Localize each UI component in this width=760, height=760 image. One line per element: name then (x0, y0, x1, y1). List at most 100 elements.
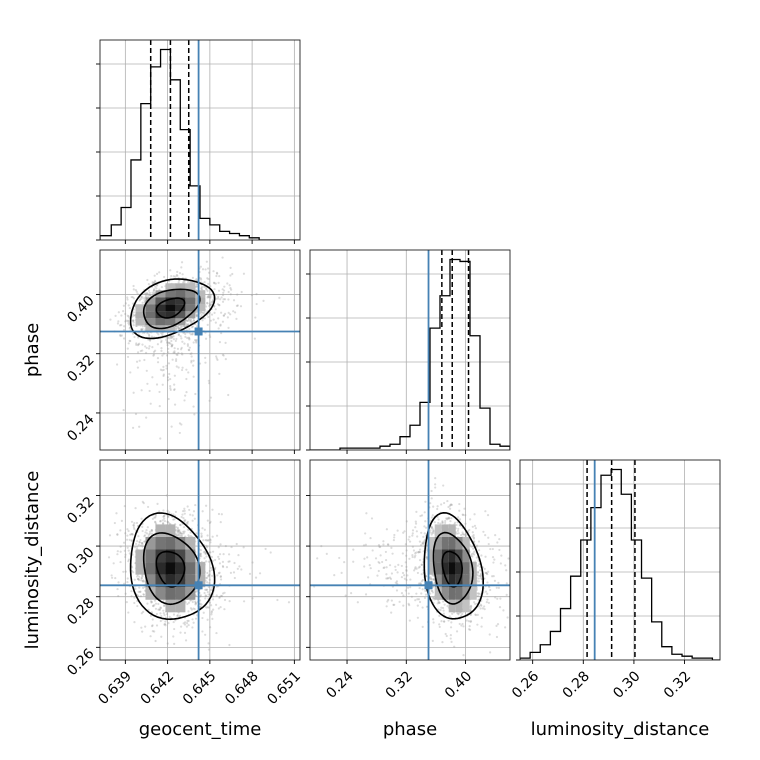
sample-point (152, 605, 155, 608)
sample-point (498, 538, 501, 541)
sample-point (203, 591, 206, 595)
sample-point (200, 532, 203, 535)
histogram-bar (200, 218, 210, 240)
sample-point (180, 261, 184, 264)
density-cell (135, 549, 146, 563)
sample-point (132, 324, 135, 327)
sample-point (141, 630, 144, 633)
density-cell (145, 574, 156, 588)
sample-point (169, 269, 172, 272)
sample-point (408, 557, 411, 560)
sample-point (276, 598, 279, 602)
sample-point (127, 560, 130, 563)
sample-point (201, 319, 204, 322)
sample-point (206, 606, 209, 609)
sample-point (431, 589, 434, 593)
sample-point (188, 508, 191, 512)
sample-point (154, 514, 157, 517)
sample-point (208, 551, 211, 554)
sample-point (450, 621, 453, 624)
sample-point (183, 281, 186, 284)
sample-point (141, 529, 144, 533)
sample-point (449, 626, 453, 629)
sample-point (436, 507, 439, 511)
histogram-bar (151, 67, 161, 240)
sample-point (316, 557, 319, 560)
sample-point (180, 532, 183, 535)
sample-point (209, 551, 212, 554)
density-cell (145, 297, 156, 305)
sample-point (477, 574, 480, 577)
sample-point (165, 354, 169, 357)
sample-point (133, 522, 136, 525)
sample-point (483, 567, 486, 570)
sample-point (138, 299, 141, 302)
sample-point (193, 608, 196, 611)
sample-point (131, 332, 135, 335)
sample-point (169, 377, 172, 381)
sample-point (458, 622, 461, 626)
sample-point (159, 606, 163, 610)
sample-point (132, 391, 135, 394)
sample-point (203, 557, 206, 560)
sample-point (184, 394, 187, 397)
sample-point (120, 314, 123, 317)
sample-point (211, 586, 214, 589)
density-cell (185, 574, 196, 588)
sample-point (126, 355, 130, 359)
sample-point (207, 296, 210, 299)
sample-point (180, 348, 183, 351)
sample-point (139, 298, 142, 301)
sample-point (186, 505, 189, 508)
sample-point (151, 517, 154, 520)
sample-point (432, 578, 435, 581)
sample-point (172, 351, 175, 354)
sample-point (173, 518, 176, 521)
sample-point (201, 510, 204, 513)
sample-point (123, 325, 126, 328)
sample-point (179, 532, 182, 535)
sample-point (194, 600, 197, 603)
sample-point (217, 289, 221, 292)
density-cell (155, 536, 166, 550)
sample-point (155, 287, 158, 290)
sample-point (138, 342, 141, 345)
sample-point (143, 534, 147, 537)
sample-point (411, 534, 414, 537)
sample-point (140, 579, 143, 582)
sample-point (384, 558, 388, 562)
sample-point (125, 601, 128, 604)
sample-point (143, 292, 147, 295)
sample-point (485, 571, 488, 574)
sample-point (149, 402, 152, 405)
sample-point (227, 326, 230, 329)
sample-point (210, 301, 213, 304)
sample-point (148, 339, 152, 342)
density-cell (165, 536, 176, 550)
sample-point (502, 609, 505, 612)
sample-point (187, 623, 190, 627)
sample-point (475, 545, 478, 548)
sample-point (200, 603, 203, 606)
sample-point (491, 575, 494, 578)
histogram-phase (310, 250, 510, 450)
sample-point (217, 281, 220, 284)
sample-point (137, 577, 140, 581)
sample-point (111, 576, 114, 579)
sample-point (253, 337, 256, 340)
sample-point (390, 611, 393, 614)
sample-point (237, 553, 240, 557)
sample-point (486, 592, 489, 595)
sample-point (444, 521, 447, 525)
sample-point (431, 526, 434, 529)
sample-point (141, 327, 144, 330)
sample-point (202, 539, 205, 542)
density-cell (165, 562, 176, 575)
density-cell (185, 290, 196, 298)
sample-point (385, 566, 388, 569)
sample-point (393, 536, 396, 539)
sample-point (437, 601, 441, 604)
sample-point (472, 537, 476, 540)
sample-point (192, 341, 195, 344)
sample-point (498, 606, 502, 609)
